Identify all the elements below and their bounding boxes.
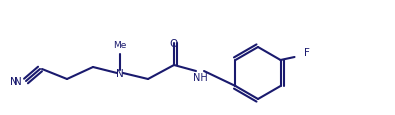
Text: NH: NH: [193, 72, 207, 82]
Text: F: F: [304, 48, 309, 58]
Text: O: O: [170, 39, 178, 49]
Text: N: N: [116, 68, 124, 78]
Text: N: N: [14, 76, 22, 86]
Text: N: N: [10, 76, 18, 86]
Text: Me: Me: [113, 40, 127, 49]
